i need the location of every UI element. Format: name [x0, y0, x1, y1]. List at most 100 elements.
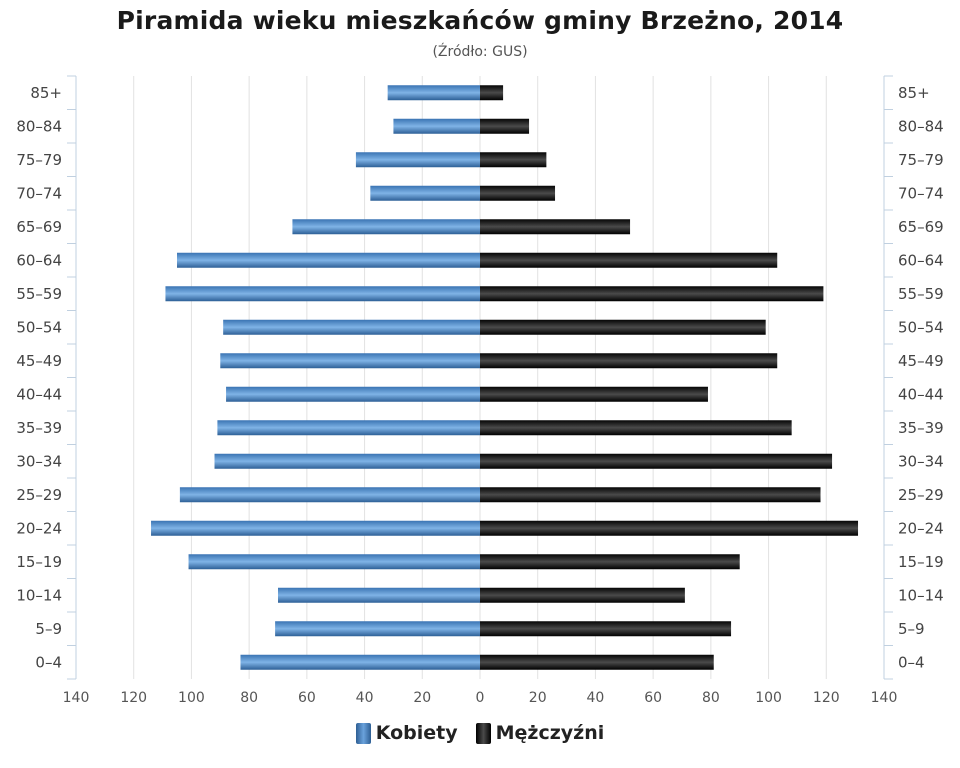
bar-men-30–34[interactable]: [480, 453, 833, 469]
category-label-right: 10–14: [898, 586, 944, 604]
category-label-left: 35–39: [16, 419, 62, 437]
axes: [67, 75, 893, 680]
category-label-left: 70–74: [16, 184, 62, 202]
category-label-right: 75–79: [898, 151, 944, 169]
grid-lines: [133, 76, 827, 679]
category-label-left: 50–54: [16, 318, 62, 336]
chart-title: Piramida wieku mieszkańców gminy Brzeżno…: [116, 6, 844, 35]
bar-women-50–54[interactable]: [223, 319, 480, 335]
axis-labels: 140 120 100 80 60 40 20 0 20 40 60 80 100 120 140 0–4 0–…: [16, 84, 943, 706]
x-tick-label: 120: [120, 690, 147, 706]
bar-women-55–59[interactable]: [165, 286, 480, 302]
x-tick-label: 0: [476, 690, 485, 706]
bar-women-20–24[interactable]: [151, 520, 480, 536]
category-label-right: 80–84: [898, 117, 944, 135]
bar-women-75–79[interactable]: [355, 152, 480, 168]
category-label-left: 40–44: [16, 385, 62, 403]
category-label-left: 85+: [30, 84, 62, 102]
legend-item-men[interactable]: Mężczyźni: [475, 722, 605, 744]
bar-women-70–74[interactable]: [370, 185, 480, 201]
bar-women-10–14[interactable]: [278, 587, 480, 603]
bar-women-5–9[interactable]: [275, 621, 480, 637]
bar-men-45–49[interactable]: [480, 353, 778, 369]
bar-men-0–4[interactable]: [480, 654, 714, 670]
bar-men-55–59[interactable]: [480, 286, 824, 302]
bar-women-65–69[interactable]: [292, 219, 480, 235]
category-label-right: 15–19: [898, 553, 944, 571]
bar-men-50–54[interactable]: [480, 319, 766, 335]
x-tick-label: 40: [587, 690, 605, 706]
x-tick-label: 100: [178, 690, 205, 706]
bar-men-20–24[interactable]: [480, 520, 859, 536]
category-label-left: 65–69: [16, 218, 62, 236]
x-tick-label: 80: [702, 690, 720, 706]
bar-men-10–14[interactable]: [480, 587, 685, 603]
category-label-right: 35–39: [898, 419, 944, 437]
bar-women-60–64[interactable]: [177, 252, 480, 268]
category-label-left: 0–4: [35, 653, 62, 671]
chart-subtitle: (Źródło: GUS): [432, 44, 528, 60]
bar-women-80–84[interactable]: [393, 118, 480, 134]
category-label-right: 5–9: [898, 620, 925, 638]
x-tick-label: 20: [529, 690, 547, 706]
category-label-right: 0–4: [898, 653, 925, 671]
bar-men-75–79[interactable]: [480, 152, 547, 168]
bar-men-60–64[interactable]: [480, 252, 778, 268]
bar-men-5–9[interactable]: [480, 621, 732, 637]
x-tick-label: 40: [356, 690, 374, 706]
category-label-left: 45–49: [16, 352, 62, 370]
bar-men-85+[interactable]: [480, 85, 504, 101]
x-tick-label: 80: [240, 690, 258, 706]
bar-women-45–49[interactable]: [220, 353, 481, 369]
bar-men-40–44[interactable]: [480, 386, 708, 402]
category-label-left: 15–19: [16, 553, 62, 571]
bar-men-80–84[interactable]: [480, 118, 530, 134]
category-label-left: 20–24: [16, 519, 62, 537]
category-label-left: 55–59: [16, 285, 62, 303]
legend-swatch-men: [475, 722, 491, 744]
category-label-right: 20–24: [898, 519, 944, 537]
category-label-right: 55–59: [898, 285, 944, 303]
category-label-right: 50–54: [898, 318, 944, 336]
x-tick-label: 140: [63, 690, 90, 706]
category-label-left: 80–84: [16, 117, 62, 135]
bar-women-35–39[interactable]: [217, 420, 480, 436]
category-label-right: 65–69: [898, 218, 944, 236]
bar-men-15–19[interactable]: [480, 554, 740, 570]
category-label-right: 40–44: [898, 385, 944, 403]
x-tick-label: 100: [755, 690, 782, 706]
category-label-right: 30–34: [898, 452, 944, 470]
bar-men-70–74[interactable]: [480, 185, 556, 201]
x-tick-label: 60: [644, 690, 662, 706]
category-label-right: 25–29: [898, 486, 944, 504]
legend-label-women: Kobiety: [375, 722, 458, 744]
category-label-right: 85+: [898, 84, 930, 102]
category-label-right: 45–49: [898, 352, 944, 370]
category-label-left: 60–64: [16, 251, 62, 269]
x-tick-label: 60: [298, 690, 316, 706]
bar-women-40–44[interactable]: [226, 386, 480, 402]
bar-men-35–39[interactable]: [480, 420, 792, 436]
bar-men-65–69[interactable]: [480, 219, 631, 235]
bar-women-0–4[interactable]: [240, 654, 480, 670]
bar-men-25–29[interactable]: [480, 487, 821, 503]
x-tick-label: 140: [871, 690, 898, 706]
bar-women-15–19[interactable]: [188, 554, 481, 570]
bar-women-85+[interactable]: [387, 85, 480, 101]
bar-women-25–29[interactable]: [179, 487, 480, 503]
bar-women-30–34[interactable]: [214, 453, 480, 469]
x-tick-label: 120: [813, 690, 840, 706]
legend-item-women[interactable]: Kobiety: [355, 722, 458, 744]
x-tick-label: 20: [413, 690, 431, 706]
category-label-right: 60–64: [898, 251, 944, 269]
bars: [151, 85, 859, 670]
category-label-left: 75–79: [16, 151, 62, 169]
category-label-left: 5–9: [35, 620, 62, 638]
legend-label-men: Mężczyźni: [495, 722, 605, 744]
legend: Kobiety Mężczyźni: [0, 722, 960, 744]
category-label-right: 70–74: [898, 184, 944, 202]
category-label-left: 30–34: [16, 452, 62, 470]
category-label-left: 10–14: [16, 586, 62, 604]
category-label-left: 25–29: [16, 486, 62, 504]
